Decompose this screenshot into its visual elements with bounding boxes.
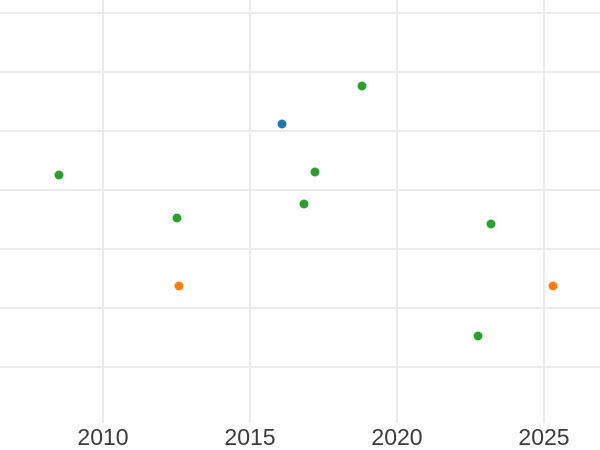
vertical-gridline (543, 0, 545, 423)
blue-series-point (277, 119, 287, 129)
orange-series-point (174, 281, 184, 291)
x-tick-label: 2020 (371, 424, 423, 450)
green-series-point (299, 199, 309, 209)
horizontal-gridline (0, 307, 600, 309)
horizontal-gridline (0, 248, 600, 250)
horizontal-gridline (0, 366, 600, 368)
green-series-point (486, 219, 496, 229)
green-series-point (54, 170, 64, 180)
orange-series-point (548, 281, 558, 291)
plot-area (0, 0, 600, 423)
x-tick-label: 2015 (224, 424, 276, 450)
green-series-point (473, 331, 483, 341)
horizontal-gridline (0, 71, 600, 73)
green-series-point (172, 213, 181, 223)
green-series-point (310, 167, 320, 177)
vertical-gridline (396, 0, 398, 423)
horizontal-gridline (0, 189, 600, 191)
green-series-point (357, 81, 367, 91)
vertical-gridline (102, 0, 104, 423)
horizontal-gridline (0, 12, 600, 14)
vertical-gridline (249, 0, 251, 423)
x-tick-label: 2010 (77, 424, 129, 450)
x-tick-label: 2025 (518, 424, 570, 450)
horizontal-gridline (0, 130, 600, 132)
